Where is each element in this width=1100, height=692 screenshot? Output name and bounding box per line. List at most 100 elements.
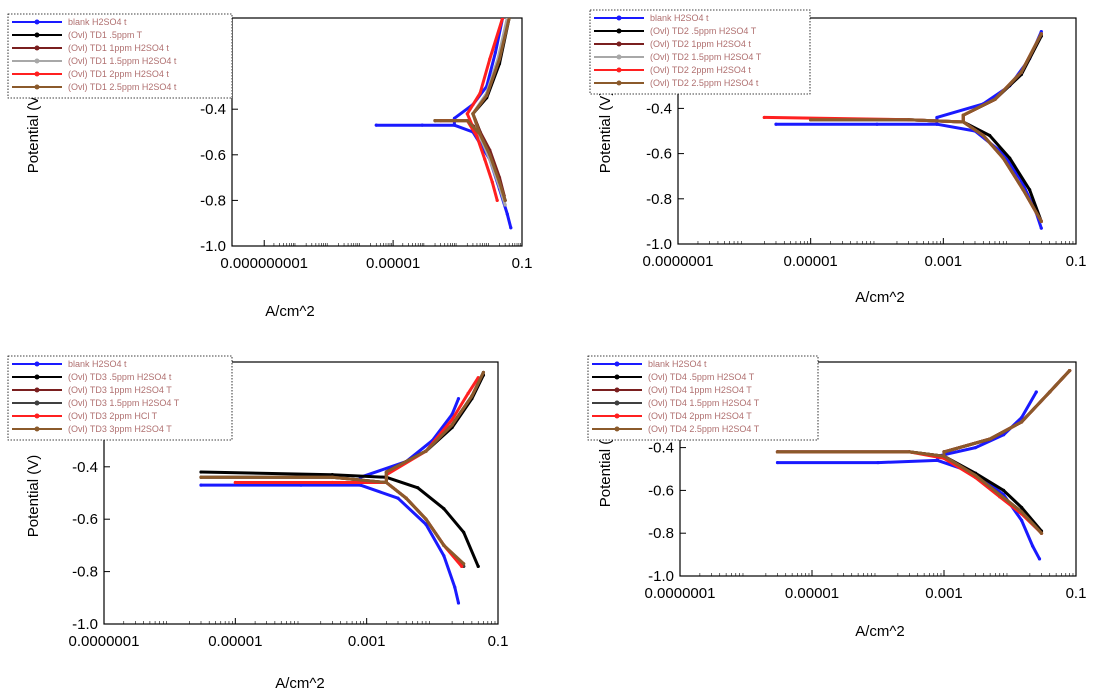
data-point	[433, 119, 437, 123]
series-line	[774, 122, 1043, 230]
data-point	[424, 517, 428, 521]
y-axis-label: Potential (V)	[25, 455, 42, 538]
legend-box	[589, 9, 811, 95]
legend-entry: (Ovl) TD1 2ppm H2SO4 t	[68, 69, 169, 79]
series-line	[809, 118, 1043, 223]
legend-marker	[34, 387, 40, 393]
x-tick-label: 0.00001	[208, 633, 262, 650]
data-point	[456, 601, 461, 605]
data-point	[1039, 29, 1043, 34]
data-point	[1019, 70, 1023, 74]
series-group	[809, 32, 1043, 223]
legend-marker	[614, 400, 620, 406]
series-line	[961, 32, 1043, 124]
data-point	[993, 97, 997, 101]
data-point	[384, 480, 389, 485]
series-line	[358, 397, 460, 487]
data-point	[1020, 518, 1024, 522]
data-point	[490, 180, 494, 184]
data-point	[935, 115, 939, 120]
y-axis-label: Potential (V)	[597, 425, 614, 508]
data-point	[396, 496, 400, 500]
data-point	[199, 483, 203, 487]
data-point	[358, 483, 362, 487]
data-point	[1030, 544, 1035, 548]
data-point	[875, 122, 879, 126]
data-point	[483, 157, 487, 161]
y-tick-label: -0.6	[72, 511, 98, 528]
data-point	[1037, 557, 1042, 561]
x-tick-label: 0.001	[348, 633, 386, 650]
data-point	[1020, 416, 1024, 420]
legend-box	[7, 13, 233, 99]
chart-svg-td1: 0.000000001 0.00001 0.1 -0.4 -0.6 -0.8 -1.0 A/c…	[7, 13, 532, 320]
data-point	[450, 412, 454, 416]
data-point	[1008, 156, 1012, 160]
data-point	[493, 50, 498, 54]
data-point	[330, 475, 334, 479]
legend-marker	[34, 400, 40, 406]
data-point	[942, 450, 946, 454]
legend-entry: (Ovl) TD2 2.5ppm H2SO4 t	[650, 78, 759, 88]
y-tick-label: -0.8	[200, 192, 226, 209]
data-point	[465, 119, 469, 123]
series-group	[199, 370, 486, 566]
data-point	[450, 418, 454, 422]
data-point	[481, 370, 486, 375]
data-point	[1028, 188, 1032, 192]
x-tick-label: 0.0000001	[643, 253, 714, 270]
series-line	[809, 118, 1043, 223]
x-tick-label: 0.1	[1066, 585, 1087, 602]
data-point	[1020, 510, 1024, 514]
x-tick-label: 0.00001	[366, 255, 420, 272]
legend-marker	[34, 19, 40, 25]
chart-svg-td2: 0.0000001 0.00001 0.001 0.1 -0.4 -0.6 -0.8 -1.0…	[589, 9, 1086, 306]
data-point	[876, 460, 880, 465]
data-point	[452, 123, 457, 127]
y-axis-label: Potential (V)	[597, 91, 614, 174]
data-point	[476, 564, 480, 568]
data-point	[1020, 505, 1024, 510]
legend-box	[587, 355, 819, 441]
data-point	[460, 564, 464, 568]
data-point	[424, 522, 428, 527]
x-tick-label: 0.1	[488, 633, 509, 650]
data-point	[1002, 433, 1006, 437]
series-line	[935, 30, 1043, 126]
series-group	[199, 397, 461, 605]
series-line	[942, 369, 1072, 458]
data-point	[775, 450, 780, 454]
legend-marker	[616, 80, 622, 86]
data-point	[424, 449, 428, 453]
data-point	[973, 446, 978, 450]
legend-entry: (Ovl) TD3 1.5ppm H2SO4 T	[68, 398, 180, 408]
data-point	[505, 212, 509, 216]
legend-marker	[616, 67, 622, 73]
chart-panel-td1: 0.000000001 0.00001 0.1 -0.4 -0.6 -0.8 -1.0 A/c…	[0, 0, 550, 346]
data-point	[384, 470, 389, 474]
data-point	[466, 391, 470, 396]
data-point	[475, 134, 479, 139]
x-axis-label: A/cm^2	[265, 303, 315, 320]
data-point	[404, 496, 408, 500]
legend-marker	[34, 361, 40, 367]
series-line	[384, 376, 480, 484]
legend-entry: (Ovl) TD3 1ppm H2SO4 T	[68, 385, 172, 395]
x-axis-label: A/cm^2	[275, 675, 325, 692]
data-point	[462, 562, 466, 566]
data-point	[503, 198, 507, 202]
data-point	[420, 123, 424, 127]
data-point	[762, 115, 766, 120]
data-point	[478, 91, 482, 95]
legend-marker	[614, 413, 620, 419]
data-point	[299, 483, 303, 487]
x-tick-label: 0.0000001	[645, 585, 716, 602]
data-point	[509, 226, 513, 230]
y-axis-label: Potential (V)	[25, 91, 42, 174]
data-point	[416, 486, 420, 490]
y-tick-label: -0.4	[646, 100, 672, 117]
data-point	[488, 153, 492, 157]
legend-marker	[616, 15, 622, 21]
data-point	[942, 454, 946, 458]
legend-entry: (Ovl) TD2 1.5ppm H2SO4 T	[650, 52, 762, 62]
